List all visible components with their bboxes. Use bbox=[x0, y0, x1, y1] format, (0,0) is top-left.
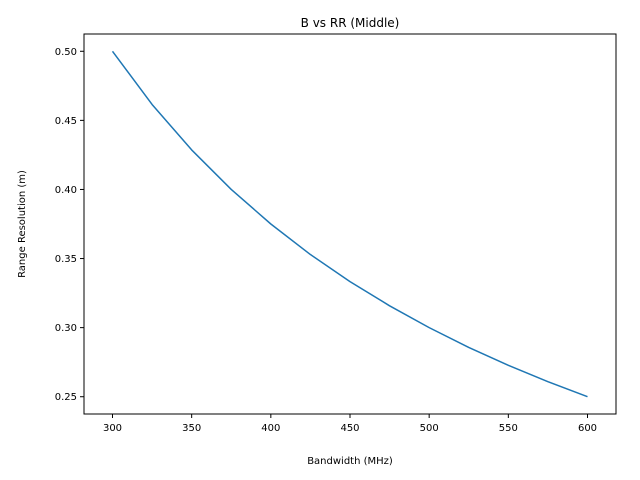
y-tick-label: 0.25 bbox=[55, 392, 77, 403]
x-tick-label: 500 bbox=[420, 423, 439, 434]
y-tick-label: 0.45 bbox=[55, 116, 77, 127]
y-tick-label: 0.35 bbox=[55, 254, 77, 265]
chart-title: B vs RR (Middle) bbox=[301, 16, 400, 30]
y-tick-label: 0.30 bbox=[55, 323, 77, 334]
x-tick-label: 400 bbox=[261, 423, 280, 434]
y-axis-label: Range Resolution (m) bbox=[17, 170, 28, 278]
x-tick-label: 300 bbox=[103, 423, 122, 434]
x-tick-label: 600 bbox=[578, 423, 597, 434]
y-axis: 0.25 0.30 0.35 0.40 0.45 0.50 bbox=[55, 47, 84, 403]
x-axis: 300 350 400 450 500 550 600 bbox=[103, 414, 597, 434]
y-tick-label: 0.50 bbox=[55, 47, 77, 58]
y-tick-label: 0.40 bbox=[55, 185, 77, 196]
plot-frame bbox=[83, 33, 617, 415]
x-axis-label: Bandwidth (MHz) bbox=[307, 456, 393, 467]
x-tick-label: 350 bbox=[182, 423, 201, 434]
plot-series bbox=[111, 50, 588, 398]
x-tick-label: 550 bbox=[499, 423, 518, 434]
x-tick-label: 450 bbox=[340, 423, 359, 434]
series-line-0 bbox=[111, 50, 588, 398]
